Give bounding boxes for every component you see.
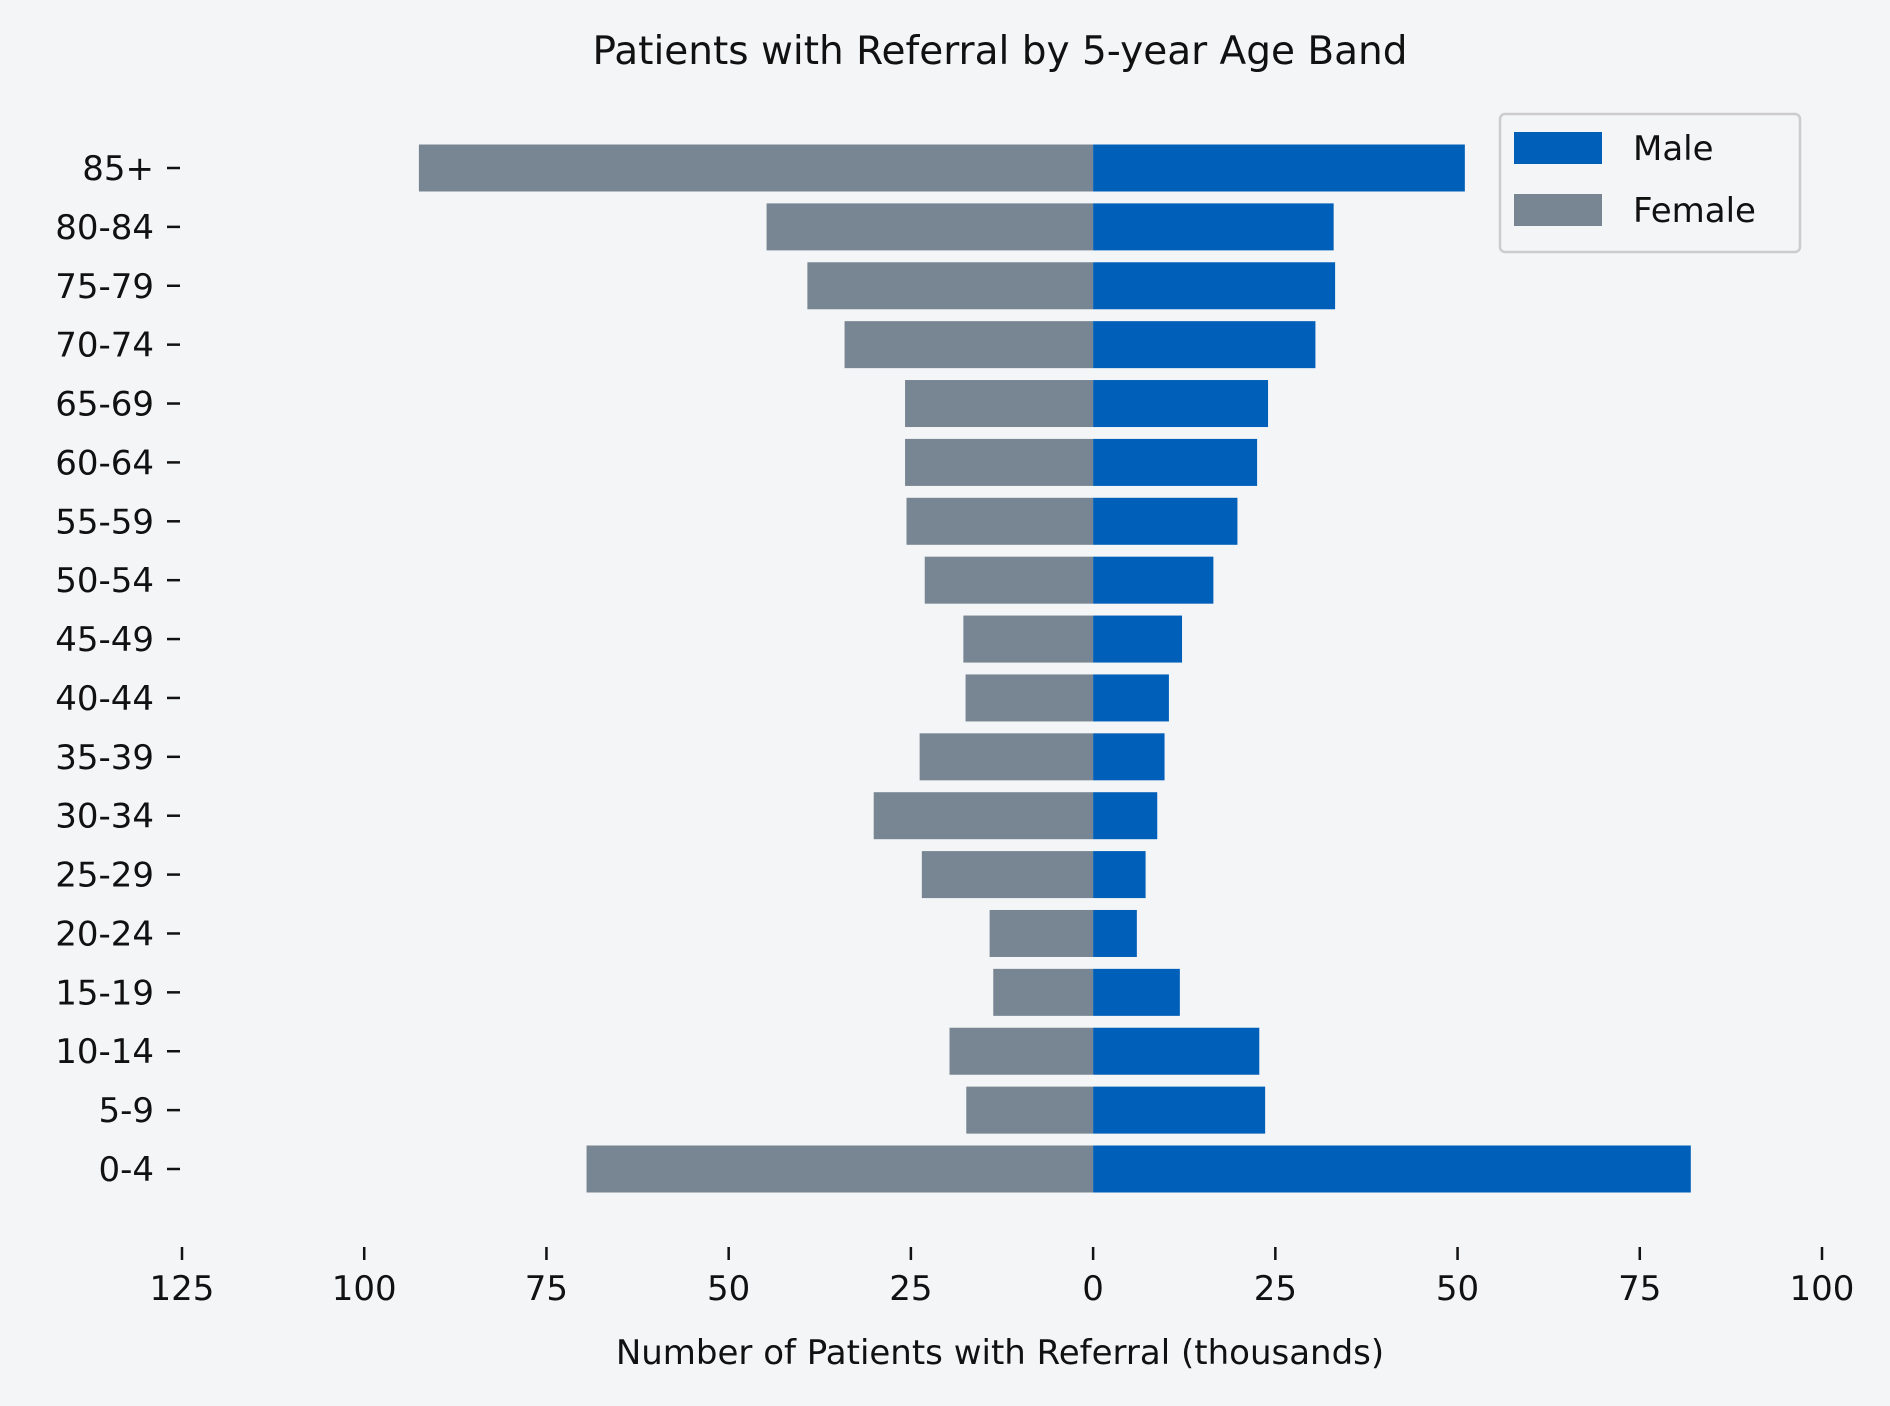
bar-male-40-44 [1093,674,1169,722]
bar-male-75-79 [1093,262,1336,310]
x-tick-label: 75 [1618,1269,1661,1309]
legend-label-female: Female [1633,191,1756,231]
x-axis-label: Number of Patients with Referral (thousa… [616,1333,1384,1373]
bar-male-70-74 [1093,321,1316,369]
bar-male-50-54 [1093,556,1214,604]
bar-male-45-49 [1093,615,1183,663]
x-tick-label: 100 [332,1269,397,1309]
bar-female-75-79 [807,262,1094,310]
bar-male-35-39 [1093,733,1165,781]
bar-female-80-84 [766,203,1094,251]
bar-female-0-4 [586,1145,1094,1193]
bar-female-20-24 [989,909,1094,957]
bar-female-40-44 [965,674,1094,722]
bar-female-35-39 [919,733,1094,781]
bar-male-10-14 [1093,1027,1260,1075]
y-tick-label: 10-14 [55,1032,154,1072]
x-tick-label: 0 [1082,1269,1104,1309]
bar-female-55-59 [906,497,1094,545]
x-axis: 125 100 75 50 25 0 25 50 75 100 [150,1247,1855,1309]
y-tick-label: 5-9 [98,1091,154,1131]
x-tick-label: 125 [150,1269,215,1309]
y-tick-label: 70-74 [55,326,154,366]
x-tick-label: 50 [707,1269,750,1309]
bar-male-55-59 [1093,497,1238,545]
bar-male-80-84 [1093,203,1334,251]
bar-male-30-34 [1093,792,1158,840]
bar-female-45-49 [963,615,1094,663]
chart-title: Patients with Referral by 5-year Age Ban… [592,29,1407,74]
bar-female-25-29 [921,851,1094,899]
bar-male-0-4 [1093,1145,1691,1193]
x-tick-label: 25 [1254,1269,1297,1309]
y-tick-label: 85+ [82,149,154,189]
bar-male-5-9 [1093,1086,1266,1134]
bar-female-50-54 [924,556,1094,604]
y-axis: 0-4 5-9 10-14 15-19 20-24 25-29 30-34 35-39 40-4… [55,149,180,1190]
legend: Male Female [1498,112,1802,254]
y-tick-label: 50-54 [55,561,154,601]
bar-male-60-64 [1093,438,1258,486]
y-tick-label: 20-24 [55,914,154,954]
y-tick-label: 15-19 [55,973,154,1013]
y-tick-label: 55-59 [55,502,154,542]
bar-female-85+ [418,144,1094,192]
bar-female-60-64 [905,438,1094,486]
y-tick-label: 40-44 [55,679,154,719]
bar-male-20-24 [1093,909,1137,957]
bar-male-85+ [1093,144,1465,192]
legend-swatch-female [1514,194,1602,226]
legend-swatch-male [1514,132,1602,164]
y-tick-label: 65-69 [55,385,154,425]
bar-female-30-34 [873,792,1094,840]
y-tick-label: 30-34 [55,797,154,837]
bar-male-15-19 [1093,968,1180,1016]
bar-female-5-9 [966,1086,1094,1134]
x-tick-label: 50 [1436,1269,1479,1309]
bar-female-15-19 [993,968,1094,1016]
bar-female-65-69 [905,380,1094,428]
y-tick-label: 60-64 [55,443,154,483]
bar-female-70-74 [844,321,1094,369]
bar-male-65-69 [1093,380,1269,428]
y-tick-label: 25-29 [55,856,154,896]
y-tick-label: 45-49 [55,620,154,660]
y-tick-label: 75-79 [55,267,154,307]
x-tick-label: 100 [1790,1269,1855,1309]
y-tick-label: 35-39 [55,738,154,778]
legend-label-male: Male [1633,129,1714,169]
x-tick-label: 25 [889,1269,932,1309]
bar-male-25-29 [1093,851,1146,899]
bar-female-10-14 [949,1027,1094,1075]
x-tick-label: 75 [525,1269,568,1309]
bars-group [418,144,1691,1193]
y-tick-label: 80-84 [55,208,154,248]
y-tick-label: 0-4 [98,1150,154,1190]
